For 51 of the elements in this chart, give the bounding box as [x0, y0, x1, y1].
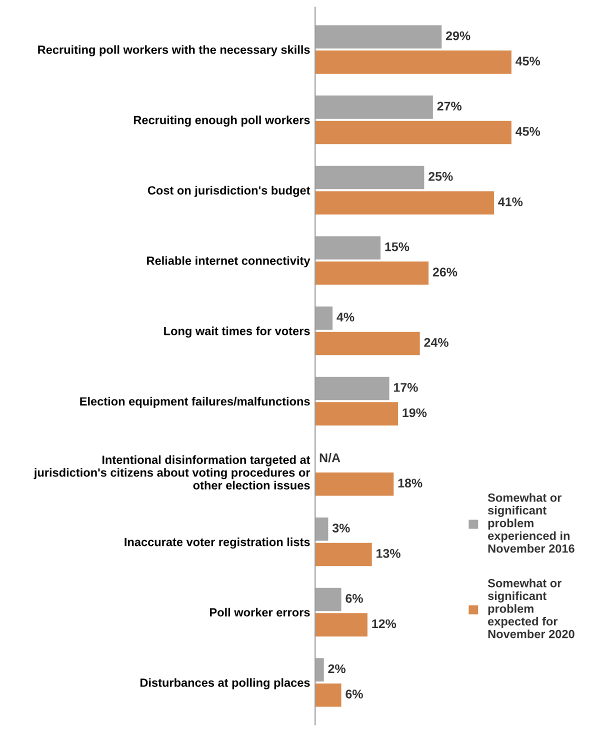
data-label: 25%: [428, 172, 453, 181]
data-label: 29%: [446, 31, 470, 40]
data-label: 45%: [516, 56, 540, 66]
y-tick-label: Disturbances at polling places: [140, 678, 310, 690]
data-label: 3%: [332, 524, 350, 533]
bar: [315, 658, 324, 682]
bar: [315, 588, 342, 612]
bar: [315, 50, 512, 74]
data-label: 6%: [346, 594, 363, 603]
data-label: 17%: [394, 383, 418, 392]
data-label: 41%: [498, 197, 523, 206]
data-label: 12%: [372, 619, 396, 628]
legend-label: Somewhat or significant problem experienced in November 2016: [488, 493, 574, 553]
y-tick-label: Intentional disinformation targeted at jurisdiction's citizens about voting procedures or other election issues: [34, 455, 310, 490]
y-tick-label: Long wait times for voters: [164, 326, 310, 338]
data-label: 6%: [346, 690, 363, 698]
bar: [315, 262, 429, 285]
bar: [315, 166, 424, 190]
bar: [315, 683, 342, 707]
bar: [315, 236, 381, 260]
bar: [315, 120, 512, 144]
y-tick-label: Recruiting poll workers with the necessary skills: [38, 45, 310, 56]
data-label: 13%: [376, 548, 400, 558]
bar: [315, 402, 398, 426]
bar: [315, 306, 333, 330]
legend-label: Somewhat or significant problem expected for November 2020: [488, 578, 574, 638]
bar: [315, 542, 372, 566]
text: N/A: [320, 453, 340, 462]
bar: [315, 191, 494, 214]
y-tick-label: Recruiting enough poll workers: [134, 116, 310, 127]
data-label: 18%: [398, 478, 422, 488]
data-label: 19%: [402, 408, 427, 418]
y-tick-label: Reliable internet connectivity: [147, 256, 310, 268]
bar: [315, 332, 420, 356]
bar: [315, 376, 390, 400]
data-label: 15%: [385, 242, 410, 252]
data-label: 24%: [424, 338, 448, 347]
data-label: 4%: [336, 312, 354, 322]
data-label: 26%: [432, 268, 458, 277]
y-tick-label: Cost on jurisdiction's budget: [148, 186, 310, 197]
y-tick-label: Inaccurate voter registration lists: [124, 538, 310, 549]
bar: [315, 96, 433, 119]
data-label: 27%: [437, 102, 462, 111]
data-label: 2%: [328, 664, 346, 674]
y-tick-label: Election equipment failures/malfunctions: [80, 396, 310, 408]
bar: [315, 25, 442, 49]
bar: [315, 472, 394, 496]
y-tick-label: Poll worker errors: [210, 608, 310, 617]
data-label: 45%: [516, 127, 540, 136]
bar: [315, 613, 368, 636]
bar: [315, 518, 328, 541]
